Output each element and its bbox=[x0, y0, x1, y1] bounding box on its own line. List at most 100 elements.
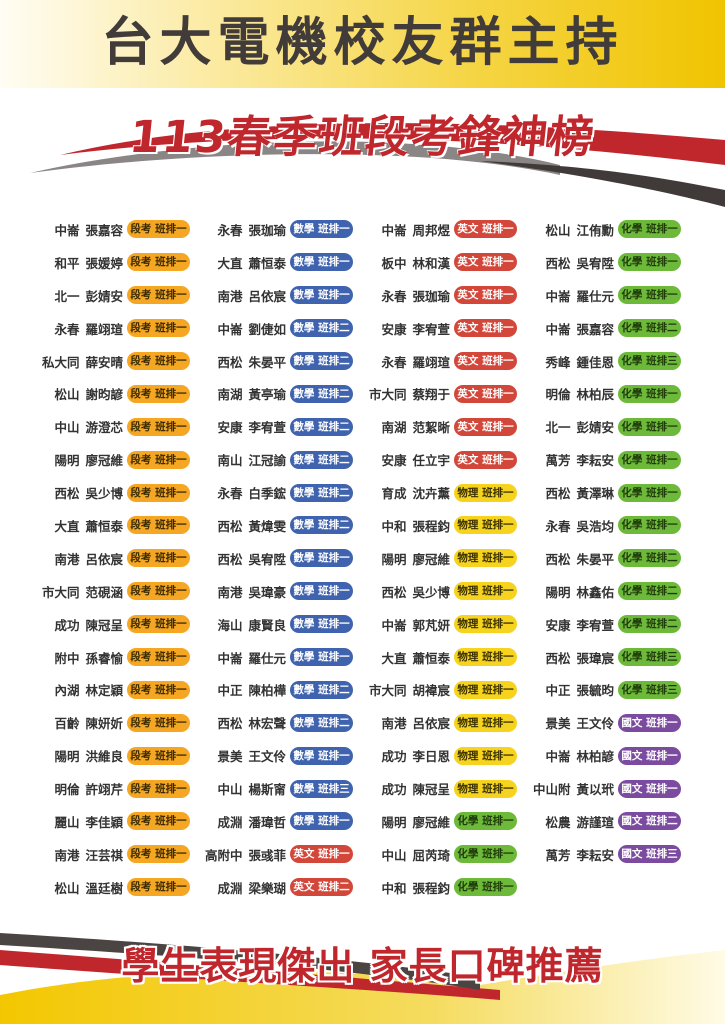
student-name: 孫睿愉 bbox=[85, 650, 123, 666]
school-label: 中崙 bbox=[217, 650, 243, 666]
student-name: 李宥萱 bbox=[412, 321, 450, 337]
student-name: 李宥萱 bbox=[248, 420, 286, 436]
school-label: 大直 bbox=[381, 650, 407, 666]
student-name: 黃煒雯 bbox=[248, 518, 286, 534]
student-name: 吳宥陞 bbox=[576, 255, 614, 271]
student-name: 王文伶 bbox=[248, 749, 286, 765]
student-name: 林柏辰 bbox=[576, 387, 614, 403]
student-name: 蕭恒泰 bbox=[248, 255, 286, 271]
award-badge: 段考 班排一 bbox=[127, 516, 190, 535]
honor-entry: 永春 羅翊瑄 英文 班排一 bbox=[334, 345, 517, 378]
school-label: 安康 bbox=[217, 420, 243, 436]
honor-entry: 南港 呂依宸 物理 班排一 bbox=[334, 706, 517, 739]
school-label: 市大同 bbox=[368, 387, 407, 403]
student-name: 林和漢 bbox=[412, 255, 450, 271]
honor-entry: 安康 李宥萱 數學 班排二 bbox=[170, 410, 353, 443]
student-name: 范絜晰 bbox=[412, 420, 450, 436]
school-label: 北一 bbox=[54, 288, 80, 304]
honor-entry: 中崙 郭芃妍 物理 班排一 bbox=[334, 608, 517, 641]
school-label: 萬芳 bbox=[545, 453, 571, 469]
award-badge: 數學 班排一 bbox=[290, 549, 353, 568]
student-name: 陳冠呈 bbox=[412, 782, 450, 798]
student-name: 游謹瑄 bbox=[576, 814, 614, 830]
student-name: 呂依宸 bbox=[85, 551, 123, 567]
honor-column: 中崙 周邦煜 英文 班排一 板中 林和漢 英文 班排一 永春 張珈瑜 英文 班排一 安康 李宥萱 英文… bbox=[334, 213, 517, 904]
school-label: 中崙 bbox=[381, 617, 407, 633]
award-badge: 英文 班排一 bbox=[454, 253, 517, 272]
school-label: 西松 bbox=[217, 551, 243, 567]
award-badge: 物理 班排一 bbox=[454, 746, 517, 765]
award-badge: 化學 班排一 bbox=[618, 384, 681, 403]
school-label: 市大同 bbox=[368, 683, 407, 699]
award-badge: 數學 班排一 bbox=[290, 648, 353, 667]
award-badge: 國文 班排三 bbox=[618, 845, 681, 864]
school-label: 明倫 bbox=[54, 782, 80, 798]
award-badge: 段考 班排一 bbox=[127, 680, 190, 699]
student-name: 李耘安 bbox=[576, 847, 614, 863]
honor-entry: 永春 張珈瑜 數學 班排一 bbox=[170, 213, 353, 246]
school-label: 南湖 bbox=[381, 420, 407, 436]
student-name: 沈卉薰 bbox=[412, 486, 450, 502]
school-label: 附中 bbox=[54, 650, 80, 666]
honor-entry: 南港 汪芸祺 段考 班排一 bbox=[7, 838, 190, 871]
school-label: 中和 bbox=[381, 880, 407, 896]
honor-entry: 中山附 黃以玳 國文 班排一 bbox=[498, 772, 681, 805]
student-name: 張珈瑜 bbox=[248, 222, 286, 238]
award-badge: 數學 班排一 bbox=[290, 582, 353, 601]
honor-entry: 中崙 林柏諺 國文 班排一 bbox=[498, 739, 681, 772]
student-name: 張珈瑜 bbox=[412, 288, 450, 304]
honor-entry: 明倫 許翊芹 段考 班排一 bbox=[7, 772, 190, 805]
award-badge: 段考 班排一 bbox=[127, 582, 190, 601]
award-badge: 化學 班排一 bbox=[618, 220, 681, 239]
student-name: 羅翊瑄 bbox=[85, 321, 123, 337]
student-name: 張嘉容 bbox=[576, 321, 614, 337]
honor-entry: 附中 孫睿愉 段考 班排一 bbox=[7, 641, 190, 674]
award-badge: 化學 班排三 bbox=[618, 648, 681, 667]
honor-entry: 私大同 薛安晴 段考 班排一 bbox=[7, 345, 190, 378]
honor-entry: 中正 張毓昀 化學 班排三 bbox=[498, 673, 681, 706]
school-label: 安康 bbox=[545, 617, 571, 633]
school-label: 松山 bbox=[545, 222, 571, 238]
school-label: 板中 bbox=[381, 255, 407, 271]
student-name: 黃澤琳 bbox=[576, 486, 614, 502]
student-name: 游澄芯 bbox=[85, 420, 123, 436]
honor-entry: 陽明 廖冠維 化學 班排一 bbox=[334, 805, 517, 838]
school-label: 中正 bbox=[545, 683, 571, 699]
student-name: 薛安晴 bbox=[85, 354, 123, 370]
honor-entry: 安康 李宥萱 化學 班排二 bbox=[498, 608, 681, 641]
header-swoosh bbox=[30, 123, 725, 207]
student-name: 謝昀諺 bbox=[85, 387, 123, 403]
award-badge: 化學 班排二 bbox=[618, 582, 681, 601]
award-badge: 段考 班排一 bbox=[127, 384, 190, 403]
award-badge: 段考 班排一 bbox=[127, 779, 190, 798]
student-name: 陳妍妡 bbox=[85, 716, 123, 732]
award-badge: 英文 班排一 bbox=[454, 450, 517, 469]
school-label: 大直 bbox=[217, 255, 243, 271]
award-badge: 英文 班排一 bbox=[454, 286, 517, 305]
student-name: 林定穎 bbox=[85, 683, 123, 699]
honor-entry: 成功 陳冠呈 段考 班排一 bbox=[7, 608, 190, 641]
honor-entry: 陽明 廖冠維 段考 班排一 bbox=[7, 443, 190, 476]
school-label: 西松 bbox=[545, 650, 571, 666]
award-badge: 物理 班排一 bbox=[454, 713, 517, 732]
school-label: 西松 bbox=[217, 518, 243, 534]
school-label: 陽明 bbox=[54, 749, 80, 765]
student-name: 白季鋐 bbox=[248, 486, 286, 502]
student-name: 許翊芹 bbox=[85, 782, 123, 798]
student-name: 廖冠維 bbox=[412, 814, 450, 830]
student-name: 呂依宸 bbox=[248, 288, 286, 304]
award-badge: 數學 班排二 bbox=[290, 680, 353, 699]
honor-entry: 陽明 洪維良 段考 班排一 bbox=[7, 739, 190, 772]
school-label: 西松 bbox=[54, 486, 80, 502]
student-name: 李宥萱 bbox=[576, 617, 614, 633]
honor-entry: 秀峰 鍾佳恩 化學 班排三 bbox=[498, 345, 681, 378]
honor-entry: 西松 黃澤琳 化學 班排一 bbox=[498, 476, 681, 509]
award-badge: 段考 班排一 bbox=[127, 648, 190, 667]
page-title: 113春季班段考鋒神榜 bbox=[126, 112, 599, 163]
honor-entry: 永春 羅翊瑄 段考 班排一 bbox=[7, 312, 190, 345]
honor-entry: 南港 吳瑋豪 數學 班排一 bbox=[170, 575, 353, 608]
school-label: 永春 bbox=[217, 222, 243, 238]
honor-entry: 中崙 羅仕元 數學 班排一 bbox=[170, 641, 353, 674]
student-name: 王文伶 bbox=[576, 716, 614, 732]
honor-column: 永春 張珈瑜 數學 班排一 大直 蕭恒泰 數學 班排一 南港 呂依宸 數學 班排一 中崙 劉倢如 數學… bbox=[170, 213, 353, 904]
